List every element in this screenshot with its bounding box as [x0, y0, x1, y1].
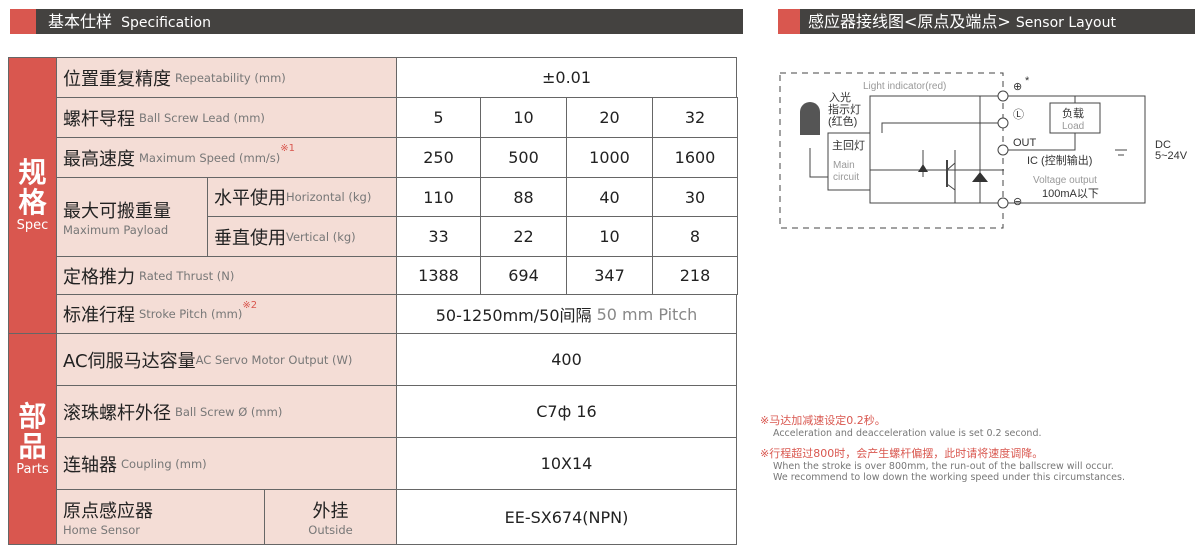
svg-text:100mA以下: 100mA以下 [1042, 188, 1099, 200]
value-cell: 1000 [566, 137, 653, 178]
value-stroke: 50-1250mm/50间隔 50 mm Pitch [396, 294, 737, 334]
light-indicator-label: Light indicator(red) [863, 81, 946, 92]
label-speed: 最高速度 Maximum Speed (mm/s) ※1 [56, 137, 397, 178]
section-spec: 规格 Spec [8, 57, 57, 334]
header-accent [10, 9, 36, 34]
svg-text:Load: Load [1062, 121, 1084, 132]
main-circuit-box [827, 132, 871, 191]
label-stroke: 标准行程 Stroke Pitch (mm) ※2 [56, 294, 397, 334]
label-coupling: 连轴器 Coupling (mm) [56, 437, 397, 490]
value-cell: 30 [652, 177, 738, 217]
value-cell: 110 [396, 177, 481, 217]
value-cell: 10 [566, 216, 653, 257]
svg-text:circuit: circuit [833, 172, 859, 183]
label-thrust: 定格推力 Rated Thrust (N) [56, 256, 397, 295]
note-2-en: We recommend to low down the working spe… [773, 472, 1125, 483]
svg-text:OUT: OUT [1013, 137, 1037, 149]
label-horizontal: 水平使用 Horizontal (kg) [207, 177, 397, 217]
header-accent [778, 9, 800, 34]
note-2-en: When the stroke is over 800mm, the run-o… [773, 461, 1114, 472]
svg-text:主回灯: 主回灯 [832, 139, 865, 152]
svg-text:负载: 负载 [1062, 106, 1084, 120]
zener-diode-icon [918, 164, 928, 172]
value-cell: 347 [566, 256, 653, 295]
value-coupling: 10X14 [396, 437, 737, 490]
spec-header-en: Specification [121, 15, 211, 31]
svg-text:指示灯: 指示灯 [828, 102, 861, 116]
value-cell: 250 [396, 137, 481, 178]
label-motor: AC伺服马达容量 AC Servo Motor Output (W) [56, 333, 397, 386]
svg-text:Ⓛ: Ⓛ [1013, 108, 1024, 121]
svg-text:Main: Main [833, 160, 855, 171]
svg-text:⊕: ⊕ [1013, 81, 1022, 93]
svg-text:5~24V: 5~24V [1155, 150, 1188, 162]
note-2-zh: ※行程超过800时，会产生螺杆偏摆，此时请将速度调降。 [760, 447, 1044, 460]
svg-text:Voltage output: Voltage output [1033, 175, 1097, 186]
label-home: 原点感应器 Home Sensor [56, 489, 265, 545]
label-vertical: 垂直使用 Vertical (kg) [207, 216, 397, 257]
value-cell: 1600 [652, 137, 738, 178]
label-ballscrew: 滚珠螺杆外径 Ball Screw Ø (mm) [56, 385, 397, 438]
value-repeatability: ±0.01 [396, 57, 737, 98]
load-box [1049, 102, 1101, 134]
value-ballscrew: C7ф 16 [396, 385, 737, 438]
svg-text:⊖: ⊖ [1013, 196, 1022, 208]
note-1-zh: ※马达加减速设定0.2秒。 [760, 414, 886, 427]
spec-header: 基本仕样 Specification [36, 9, 743, 34]
value-home: EE-SX674(NPN) [396, 489, 737, 545]
zener-diode-icon [972, 172, 988, 182]
notes: ※马达加减速设定0.2秒。 Acceleration and deacceler… [760, 412, 1125, 483]
svg-text:(红色): (红色) [828, 114, 857, 128]
label-mount: 外挂 Outside [264, 489, 397, 545]
sensor-header: 感应器接线图<原点及端点> Sensor Layout [800, 9, 1195, 34]
value-cell: 10 [480, 97, 567, 138]
svg-text:DC: DC [1155, 139, 1171, 151]
value-cell: 694 [480, 256, 567, 295]
value-cell: 5 [396, 97, 481, 138]
svg-text:*: * [1025, 75, 1030, 87]
label-repeatability: 位置重复精度 Repeatability (mm) [56, 57, 397, 98]
value-cell: 33 [396, 216, 481, 257]
sensor-header-en: Sensor Layout [1015, 15, 1116, 31]
value-cell: 218 [652, 256, 738, 295]
spec-header-zh: 基本仕样 [48, 12, 113, 31]
svg-text:入光: 入光 [829, 90, 851, 104]
value-cell: 20 [566, 97, 653, 138]
section-parts: 部品 Parts [8, 333, 57, 545]
value-cell: 88 [480, 177, 567, 217]
label-payload: 最大可搬重量 Maximum Payload [56, 177, 208, 257]
note-1-en: Acceleration and deacceleration value is… [773, 428, 1042, 439]
value-cell: 1388 [396, 256, 481, 295]
label-lead: 螺杆导程 Ball Screw Lead (mm) [56, 97, 397, 138]
sensor-header-zh: 感应器接线图<原点及端点> [808, 12, 1011, 31]
value-motor: 400 [396, 333, 737, 386]
value-cell: 500 [480, 137, 567, 178]
indicator-lamp-icon [800, 102, 820, 135]
value-cell: 8 [652, 216, 738, 257]
value-cell: 32 [652, 97, 738, 138]
value-cell: 22 [480, 216, 567, 257]
value-cell: 40 [566, 177, 653, 217]
svg-text:IC (控制输出): IC (控制输出) [1027, 153, 1092, 167]
